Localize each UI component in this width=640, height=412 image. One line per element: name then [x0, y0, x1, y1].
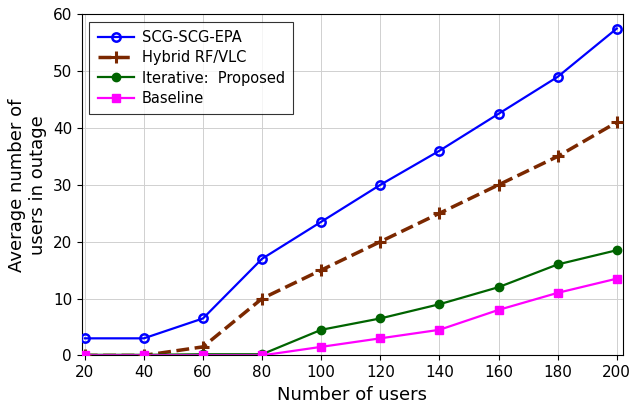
Baseline: [554, 290, 561, 295]
SCG-SCG-EPA: [317, 219, 325, 224]
Baseline: [81, 353, 88, 358]
Hybrid RF/VLC: [140, 353, 148, 358]
SCG-SCG-EPA: [376, 183, 384, 187]
Iterative:  Proposed: (200, 18.5): Proposed: (200, 18.5): [613, 248, 621, 253]
Y-axis label: Average number of
users in outage: Average number of users in outage: [8, 98, 47, 272]
Hybrid RF/VLC: [258, 296, 266, 301]
Iterative:  Proposed: (160, 12): Proposed: (160, 12): [495, 285, 502, 290]
SCG-SCG-EPA: [495, 111, 502, 116]
Iterative:  Proposed: (60, 0.2): Proposed: (60, 0.2): [199, 352, 207, 357]
Hybrid RF/VLC: [495, 183, 502, 187]
Iterative:  Proposed: (120, 6.5): Proposed: (120, 6.5): [376, 316, 384, 321]
Baseline: [436, 328, 444, 332]
Baseline: [317, 344, 325, 349]
Iterative:  Proposed: (180, 16): Proposed: (180, 16): [554, 262, 561, 267]
Baseline: [495, 307, 502, 312]
Baseline: [376, 336, 384, 341]
SCG-SCG-EPA: [140, 336, 148, 341]
Legend: SCG-SCG-EPA, Hybrid RF/VLC, Iterative:  Proposed, Baseline: SCG-SCG-EPA, Hybrid RF/VLC, Iterative: P…: [89, 21, 294, 115]
Hybrid RF/VLC: [436, 211, 444, 216]
X-axis label: Number of users: Number of users: [277, 386, 428, 404]
Hybrid RF/VLC: [554, 154, 561, 159]
Line: Baseline: Baseline: [81, 274, 621, 360]
Iterative:  Proposed: (20, 0.1): Proposed: (20, 0.1): [81, 352, 88, 357]
Line: Hybrid RF/VLC: Hybrid RF/VLC: [79, 116, 623, 362]
Baseline: [140, 353, 148, 358]
Baseline: [199, 353, 207, 358]
Hybrid RF/VLC: [376, 239, 384, 244]
Iterative:  Proposed: (140, 9): Proposed: (140, 9): [436, 302, 444, 307]
Line: Iterative:  Proposed: Iterative: Proposed: [81, 246, 621, 359]
Hybrid RF/VLC: [317, 268, 325, 273]
Hybrid RF/VLC: [199, 344, 207, 349]
Baseline: [258, 353, 266, 358]
SCG-SCG-EPA: [613, 26, 621, 31]
Iterative:  Proposed: (80, 0.2): Proposed: (80, 0.2): [258, 352, 266, 357]
Hybrid RF/VLC: [81, 353, 88, 358]
SCG-SCG-EPA: [81, 336, 88, 341]
Baseline: [613, 276, 621, 281]
Iterative:  Proposed: (40, 0.1): Proposed: (40, 0.1): [140, 352, 148, 357]
Line: SCG-SCG-EPA: SCG-SCG-EPA: [81, 24, 621, 342]
Hybrid RF/VLC: [613, 120, 621, 125]
SCG-SCG-EPA: [199, 316, 207, 321]
SCG-SCG-EPA: [554, 75, 561, 80]
Iterative:  Proposed: (100, 4.5): Proposed: (100, 4.5): [317, 328, 325, 332]
SCG-SCG-EPA: [258, 256, 266, 261]
SCG-SCG-EPA: [436, 148, 444, 153]
